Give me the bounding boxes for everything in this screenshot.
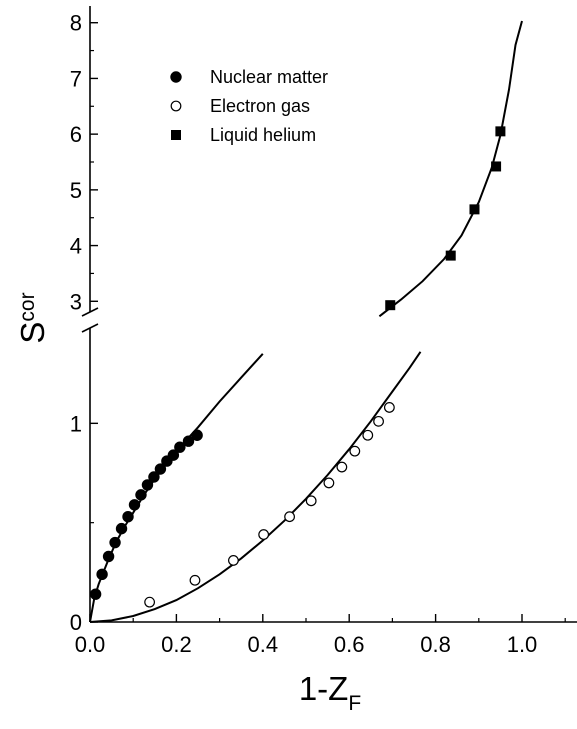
data-point bbox=[96, 568, 108, 581]
y-axis-title-main: S bbox=[14, 322, 51, 344]
data-point bbox=[445, 250, 456, 261]
data-point bbox=[258, 529, 270, 540]
x-tick-label: 0.0 bbox=[75, 632, 106, 657]
data-point bbox=[102, 550, 115, 563]
y-tick-label: 8 bbox=[70, 11, 82, 36]
data-point bbox=[469, 204, 480, 215]
x-tick-label: 0.2 bbox=[161, 632, 192, 657]
data-point bbox=[191, 429, 203, 441]
legend: Nuclear matter Electron gas Liquid helium bbox=[170, 67, 328, 145]
x-axis-title-main: 1-Z bbox=[299, 670, 349, 707]
axes: 0.0 0.2 0.4 0.6 0.8 1.0 0 1 3 4 5 6 7 8 bbox=[70, 6, 577, 657]
legend-marker bbox=[170, 100, 182, 112]
data-point bbox=[323, 477, 335, 489]
legend-label: Nuclear matter bbox=[210, 67, 328, 87]
data-point bbox=[174, 441, 186, 453]
legend-marker bbox=[170, 71, 182, 83]
data-point bbox=[109, 536, 121, 549]
x-tick-label: 0.8 bbox=[420, 632, 451, 657]
y-axis-break-mark bbox=[81, 323, 99, 333]
x-axis-title-sub: F bbox=[348, 692, 361, 715]
y-tick-label: 6 bbox=[70, 122, 82, 147]
data-point bbox=[141, 479, 154, 491]
y-tick-label: 3 bbox=[70, 289, 82, 314]
y-axis-title-group: Scor bbox=[14, 292, 51, 343]
data-point bbox=[228, 555, 239, 566]
data-point bbox=[491, 161, 502, 172]
fit-curve-nuclear-matter bbox=[89, 353, 264, 623]
legend-marker bbox=[171, 130, 181, 140]
y-tick-label: 5 bbox=[70, 178, 82, 203]
y-axis-title-sub: cor bbox=[16, 292, 39, 321]
data-point bbox=[89, 588, 102, 600]
y-axis-title: Scor bbox=[14, 292, 51, 343]
data-point bbox=[128, 499, 141, 511]
data-point bbox=[383, 402, 395, 413]
data-point bbox=[362, 429, 374, 441]
y-tick-label: 1 bbox=[70, 411, 82, 436]
data-point bbox=[385, 300, 396, 311]
data-point bbox=[336, 461, 348, 473]
data-point bbox=[122, 511, 134, 523]
data-point bbox=[148, 471, 160, 483]
data-point bbox=[305, 495, 317, 507]
data-point bbox=[182, 435, 195, 447]
data-point bbox=[349, 445, 361, 457]
data-point bbox=[144, 596, 156, 608]
y-tick-label: 7 bbox=[70, 66, 82, 91]
x-axis-title: 1-ZF bbox=[299, 670, 361, 715]
y-axis-break-mark bbox=[81, 307, 99, 317]
data-point bbox=[154, 463, 167, 475]
data-markers bbox=[89, 126, 506, 608]
data-point bbox=[115, 522, 128, 535]
x-tick-label: 1.0 bbox=[507, 632, 538, 657]
data-point bbox=[189, 574, 201, 586]
data-point bbox=[284, 511, 295, 523]
x-tick-label: 0.4 bbox=[248, 632, 279, 657]
data-point bbox=[495, 126, 506, 137]
fit-curve-electron-gas bbox=[89, 351, 422, 623]
legend-label: Electron gas bbox=[210, 96, 310, 116]
data-point bbox=[373, 415, 384, 427]
data-point bbox=[167, 449, 180, 461]
legend-label: Liquid helium bbox=[210, 125, 316, 145]
x-tick-label: 0.6 bbox=[334, 632, 365, 657]
fit-curve-liquid-helium bbox=[378, 20, 523, 318]
y-tick-label: 0 bbox=[70, 610, 82, 635]
data-point bbox=[135, 489, 147, 501]
y-tick-label: 4 bbox=[70, 234, 82, 259]
